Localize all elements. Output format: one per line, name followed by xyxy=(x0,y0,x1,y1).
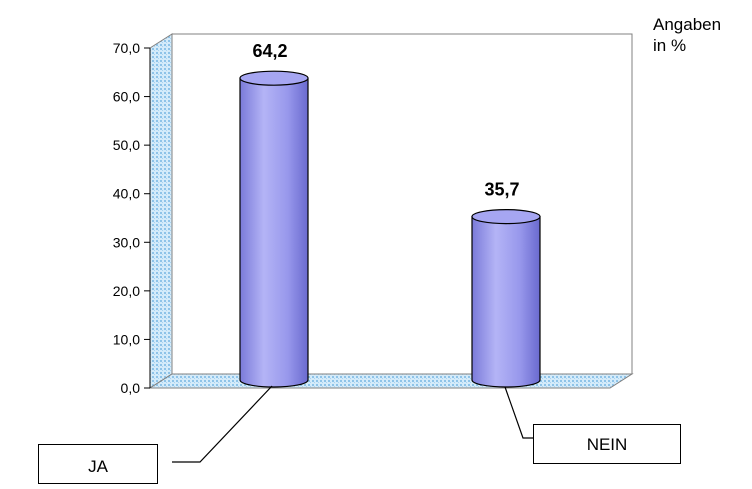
unit-label-line-2: in % xyxy=(653,36,687,55)
callout-nein-label: NEIN xyxy=(586,435,628,454)
callout-ja-label: JA xyxy=(88,457,108,476)
unit-label-line-1: Angaben xyxy=(653,15,722,34)
y-tick-label: 50,0 xyxy=(113,137,140,153)
data-label-nein: 35,7 xyxy=(484,180,519,200)
y-tick-label: 70,0 xyxy=(113,40,140,56)
callout-ja: JA xyxy=(38,444,158,484)
callout-nein: NEIN xyxy=(533,424,681,464)
y-tick-label: 10,0 xyxy=(113,331,140,347)
bar-top xyxy=(239,70,309,86)
leader-line-nein xyxy=(504,386,533,439)
y-tick-label: 20,0 xyxy=(113,283,140,299)
y-axis-ticks: 0,0 10,0 20,0 30,0 40,0 50,0 60,0 70,0 xyxy=(113,40,150,396)
bar-nein xyxy=(471,209,541,388)
data-label-ja: 64,2 xyxy=(252,41,287,61)
y-tick-label: 60,0 xyxy=(113,89,140,105)
y-tick-label: 30,0 xyxy=(113,234,140,250)
bar-body xyxy=(471,216,541,388)
left-wall xyxy=(149,33,173,389)
bar-body xyxy=(239,77,309,388)
floor xyxy=(148,373,634,389)
y-tick-label: 40,0 xyxy=(113,186,140,202)
unit-label: Angaben in % xyxy=(653,14,721,56)
bar-ja xyxy=(239,70,309,388)
leader-line-ja xyxy=(172,385,273,463)
bars xyxy=(239,70,541,388)
data-labels: 64,2 35,7 xyxy=(252,41,519,199)
y-tick-label: 0,0 xyxy=(121,380,141,396)
bar-top xyxy=(471,209,541,225)
